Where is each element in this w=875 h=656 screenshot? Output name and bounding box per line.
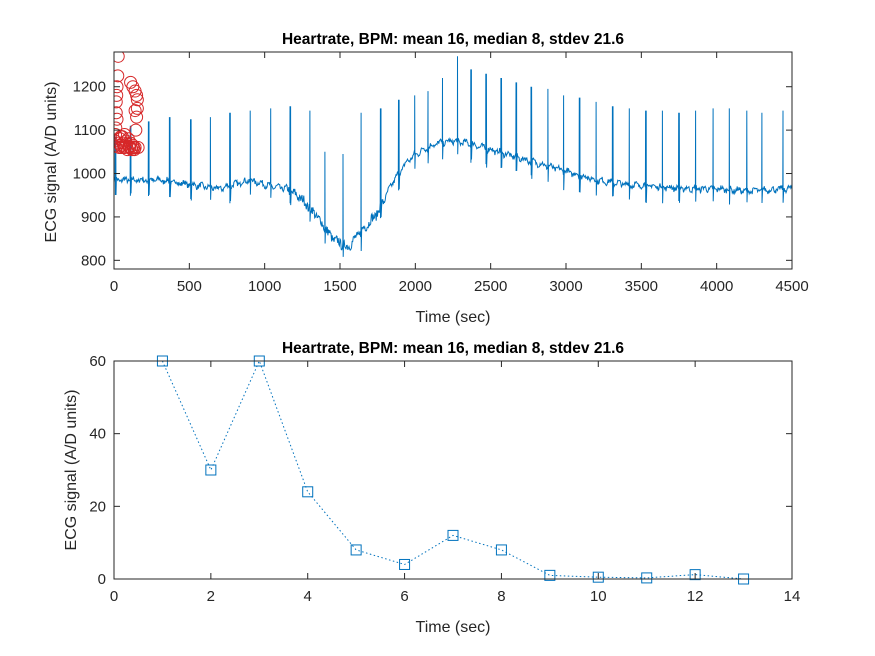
detected-peak-marker [130, 93, 144, 107]
top-y-tick-label: 900 [81, 209, 106, 226]
top-x-tick-label: 4000 [700, 278, 733, 295]
bottom-y-axis-label: ECG signal (A/D units) [63, 390, 80, 551]
bottom-axis-ticks: 0 2 4 6 8 10 12 14 0 20 40 60 [89, 353, 800, 605]
bottom-y-tick-label: 0 [98, 571, 106, 588]
detected-peak-marker [114, 112, 124, 126]
heartrate-point-marker [447, 529, 459, 541]
detected-peak-marker [114, 88, 124, 102]
top-x-tick-label: 2000 [399, 278, 432, 295]
detected-peak-marker [114, 106, 123, 120]
top-y-tick-label: 1100 [74, 122, 106, 139]
top-y-tick-label: 1000 [73, 166, 106, 183]
detected-peak-marker [114, 95, 123, 109]
top-axes-box [113, 51, 793, 270]
top-x-tick-label: 0 [110, 278, 118, 295]
heartrate-point-marker [641, 572, 653, 584]
bottom-axes-box [113, 360, 793, 580]
detected-peak-marker [128, 104, 142, 118]
heartrate-point-marker [205, 464, 217, 476]
detected-peak-marker [114, 52, 125, 63]
bottom-x-tick-label: 12 [687, 588, 704, 605]
detected-peak-marker [114, 80, 124, 94]
top-x-tick-label: 4500 [775, 278, 808, 295]
bottom-y-tick-label: 40 [89, 426, 106, 443]
heartrate-point-marker [350, 544, 362, 556]
top-plot-area [114, 52, 792, 257]
top-chart-title: Heartrate, BPM: mean 16, median 8, stdev… [282, 31, 624, 48]
heartrate-series-line [161, 359, 744, 580]
top-x-tick-label: 1000 [248, 278, 281, 295]
top-x-tick-label: 2500 [474, 278, 507, 295]
bottom-x-tick-label: 10 [590, 588, 607, 605]
detected-peak-marker [129, 123, 143, 137]
detected-peak-marker [128, 140, 142, 154]
bottom-x-axis-label: Time (sec) [416, 619, 491, 636]
detected-peak-marker [130, 101, 144, 115]
top-y-tick-label: 800 [81, 252, 106, 269]
detected-peak-marker [114, 127, 123, 141]
bottom-x-tick-label: 6 [400, 588, 408, 605]
detected-peak-marker [117, 140, 131, 154]
heartrate-point-marker [302, 486, 314, 498]
bottom-x-tick-label: 8 [497, 588, 505, 605]
detected-peak-marker [130, 110, 144, 124]
heartrate-point-marker [689, 569, 701, 581]
heartrate-point-marker [544, 569, 556, 581]
bottom-x-tick-label: 14 [784, 588, 801, 605]
top-x-axis-label: Time (sec) [416, 309, 491, 326]
heartrate-point-marker [592, 571, 604, 583]
detected-peak-marker [118, 127, 132, 141]
detected-peak-marker [131, 140, 145, 154]
bottom-x-tick-label: 2 [207, 588, 215, 605]
bottom-x-tick-label: 0 [110, 588, 118, 605]
top-axes: Heartrate, BPM: mean 16, median 8, stdev… [43, 31, 809, 326]
top-y-axis-label: ECG signal (A/D units) [43, 82, 60, 243]
top-x-tick-label: 3000 [549, 278, 582, 295]
heartrate-point-marker [495, 544, 507, 556]
bottom-y-tick-label: 60 [89, 353, 106, 370]
bottom-axes: Heartrate, BPM: mean 16, median 8, stdev… [63, 340, 800, 636]
bottom-chart-title: Heartrate, BPM: mean 16, median 8, stdev… [282, 340, 624, 357]
heartrate-point-marker [399, 558, 411, 570]
top-y-tick-label: 1200 [73, 79, 106, 96]
detected-peak-marker [114, 69, 125, 83]
bottom-x-tick-label: 4 [304, 588, 312, 605]
bottom-y-tick-label: 20 [89, 498, 106, 515]
detected-peak-marker [130, 88, 144, 102]
ecg-signal-line [114, 56, 792, 257]
top-x-tick-label: 3500 [625, 278, 658, 295]
top-axis-ticks: 0 500 1000 1500 2000 2500 3000 3500 4000 4500 800 9… [73, 52, 809, 295]
top-x-tick-label: 500 [177, 278, 202, 295]
detected-peak-marker [124, 136, 138, 150]
top-x-tick-label: 1500 [323, 278, 356, 295]
